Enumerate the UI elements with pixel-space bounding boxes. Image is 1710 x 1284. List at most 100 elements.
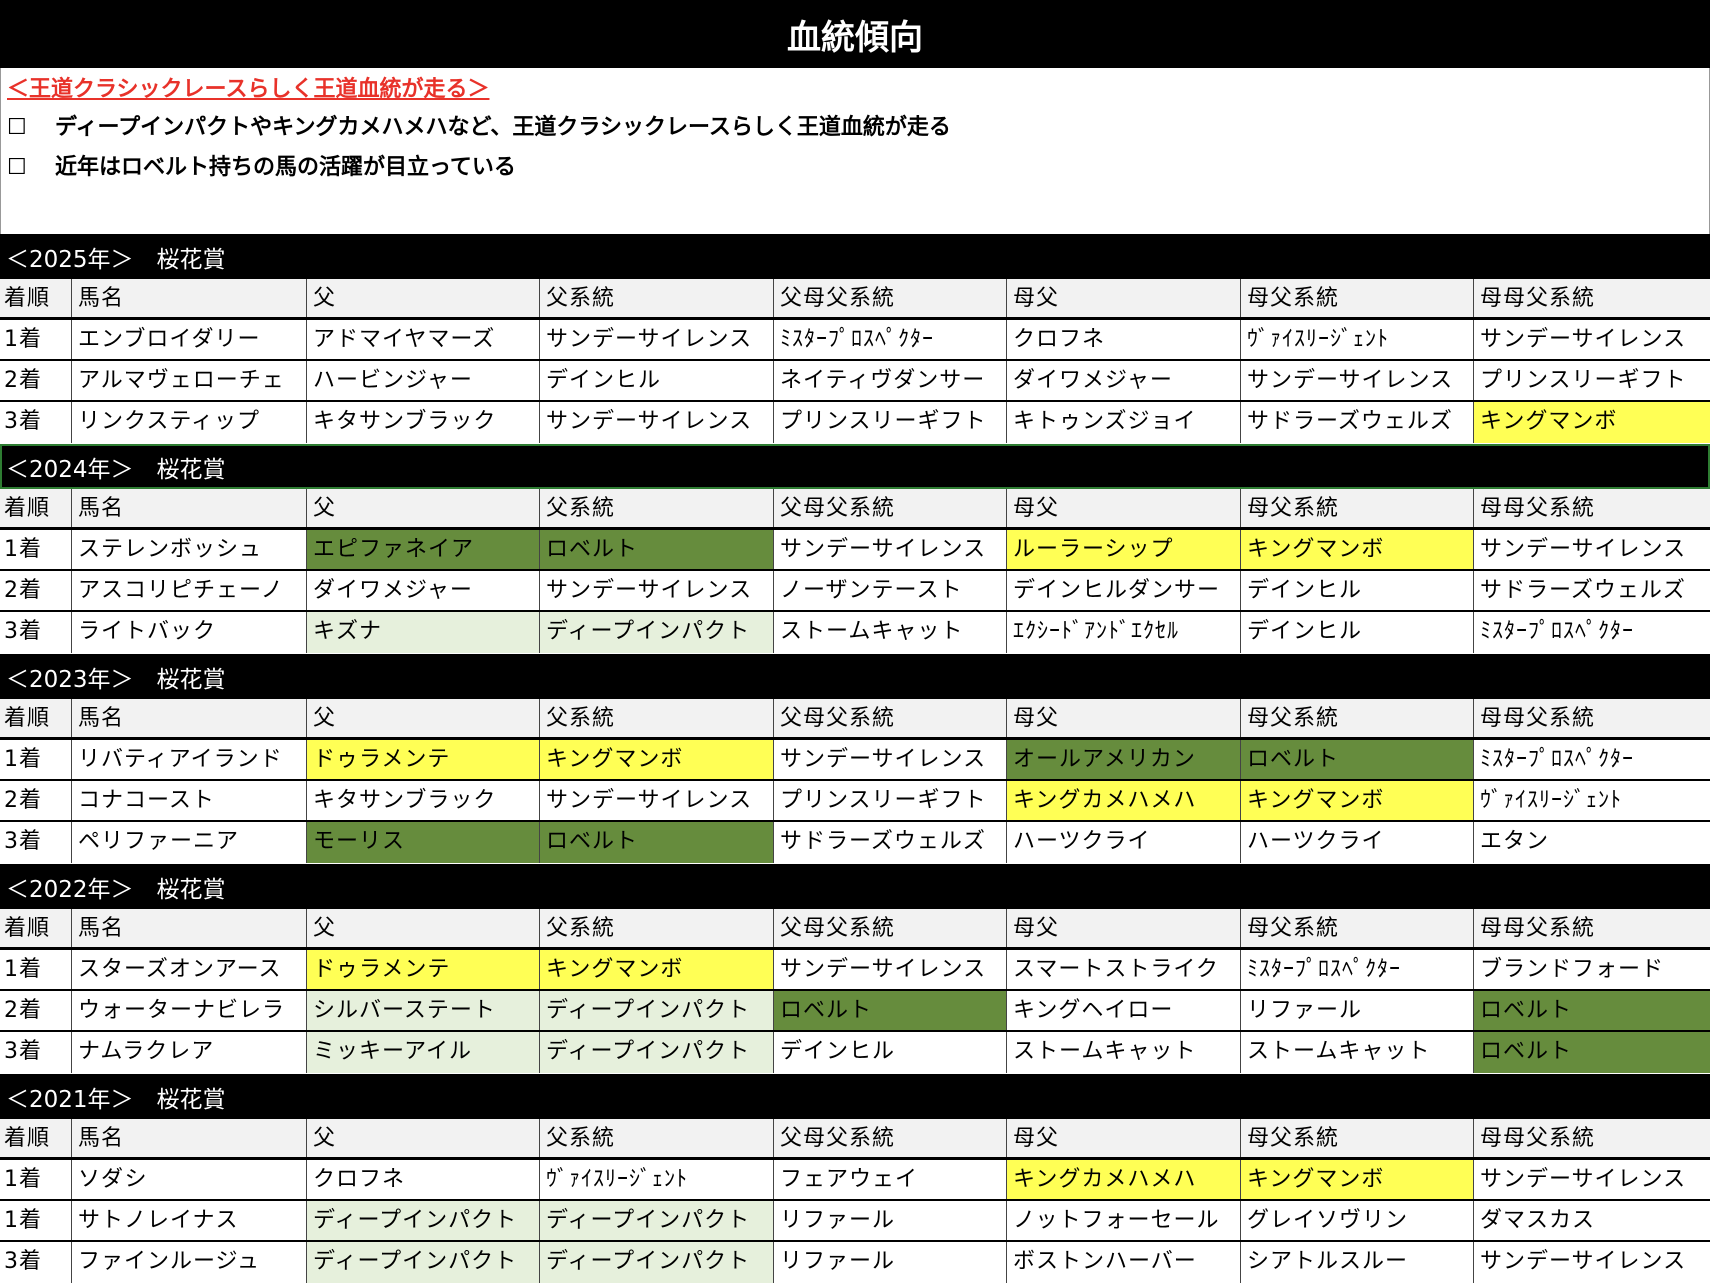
table-cell[interactable]: シルバーステート xyxy=(307,991,540,1030)
table-cell[interactable]: キングカメハメハ xyxy=(1007,1160,1241,1199)
column-header[interactable]: 母父 xyxy=(1007,909,1241,947)
table-cell[interactable]: ダマスカス xyxy=(1480,1208,1596,1233)
table-cell[interactable]: ストームキャット xyxy=(1007,1032,1241,1073)
table-cell[interactable]: ロベルト xyxy=(1241,740,1474,779)
table-cell[interactable]: サンデーサイレンス xyxy=(1241,361,1474,400)
table-cell[interactable]: デインヒル xyxy=(1241,571,1474,610)
table-cell[interactable]: ディープインパクト xyxy=(540,1032,774,1073)
column-header[interactable]: 父母父系統 xyxy=(774,279,1007,317)
table-cell[interactable]: ダイワメジャー xyxy=(307,571,540,610)
table-cell[interactable]: ハービンジャー xyxy=(307,361,540,400)
table-cell[interactable]: ダイワメジャー xyxy=(1007,361,1241,400)
table-cell[interactable]: エンブロイダリー xyxy=(72,320,307,359)
table-cell[interactable]: 2着 xyxy=(0,991,72,1030)
year-header[interactable]: ＜2023年＞ 桜花賞 xyxy=(0,654,1710,699)
table-cell[interactable]: フェアウェイ xyxy=(774,1160,1007,1199)
table-cell[interactable]: エタン xyxy=(1480,829,1550,854)
table-cell[interactable]: デインヒル xyxy=(540,361,774,400)
column-header[interactable]: 母父系統 xyxy=(1241,489,1474,527)
table-cell[interactable]: キングマンボ xyxy=(1241,781,1474,820)
column-header[interactable]: 母父 xyxy=(1007,489,1241,527)
table-cell[interactable]: キズナ xyxy=(307,612,540,653)
table-cell[interactable]: キトゥンズジョイ xyxy=(1007,402,1241,443)
table-cell[interactable]: 1着 xyxy=(0,320,72,359)
column-header[interactable]: 父 xyxy=(307,699,540,737)
table-cell[interactable]: ステレンボッシュ xyxy=(72,530,307,569)
column-header[interactable]: 馬名 xyxy=(72,489,307,527)
table-cell[interactable]: 1着 xyxy=(0,1201,72,1240)
table-cell[interactable]: 1着 xyxy=(0,530,72,569)
table-cell[interactable]: デインヒル xyxy=(1241,612,1474,653)
table-cell[interactable]: ディープインパクト xyxy=(540,612,774,653)
table-cell[interactable]: プリンスリーギフト xyxy=(774,781,1007,820)
table-cell[interactable]: ウォーターナビレラ xyxy=(72,991,307,1030)
column-header[interactable]: 馬名 xyxy=(72,909,307,947)
table-cell[interactable]: ブランドフォード xyxy=(1480,957,1665,982)
table-cell[interactable]: 2着 xyxy=(0,571,72,610)
table-cell[interactable]: 2着 xyxy=(0,781,72,820)
table-cell[interactable]: オールアメリカン xyxy=(1007,740,1241,779)
table-cell[interactable]: サドラーズウェルズ xyxy=(1480,578,1686,603)
table-cell[interactable]: ロベルト xyxy=(540,530,774,569)
column-header[interactable]: 母母父系統 xyxy=(1480,286,1596,311)
checkbox-icon[interactable]: ☐ xyxy=(7,155,27,180)
table-cell[interactable]: ﾐｽﾀｰﾌﾟﾛｽﾍﾟｸﾀｰ xyxy=(774,320,1007,359)
table-cell[interactable]: シアトルスルー xyxy=(1241,1242,1474,1283)
table-cell[interactable]: デインヒルダンサー xyxy=(1007,571,1241,610)
table-cell[interactable]: ディープインパクト xyxy=(540,1242,774,1283)
table-cell[interactable]: 1着 xyxy=(0,1160,72,1199)
table-cell[interactable]: ディープインパクト xyxy=(540,1201,774,1240)
table-cell[interactable]: サドラーズウェルズ xyxy=(1241,402,1474,443)
table-cell[interactable]: ファインルージュ xyxy=(72,1242,307,1283)
table-cell[interactable]: ロベルト xyxy=(1474,991,1710,1030)
column-header[interactable]: 父系統 xyxy=(540,1119,774,1157)
table-cell[interactable]: ディープインパクト xyxy=(307,1201,540,1240)
column-header[interactable]: 着順 xyxy=(0,1119,72,1157)
column-header[interactable]: 父系統 xyxy=(540,699,774,737)
table-cell[interactable]: サンデーサイレンス xyxy=(1480,537,1687,562)
table-cell[interactable]: アスコリピチェーノ xyxy=(72,571,307,610)
table-cell[interactable]: 3着 xyxy=(0,1032,72,1073)
column-header[interactable]: 着順 xyxy=(0,699,72,737)
table-cell[interactable]: キタサンブラック xyxy=(307,781,540,820)
table-cell[interactable]: サンデーサイレンス xyxy=(774,950,1007,989)
column-header[interactable]: 母父系統 xyxy=(1241,909,1474,947)
column-header[interactable]: 父 xyxy=(307,909,540,947)
table-cell[interactable]: 2着 xyxy=(0,361,72,400)
column-header[interactable]: 父母父系統 xyxy=(774,699,1007,737)
table-cell[interactable]: 3着 xyxy=(0,612,72,653)
table-cell[interactable]: スマートストライク xyxy=(1007,950,1241,989)
table-cell[interactable]: ネイティヴダンサー xyxy=(774,361,1007,400)
table-cell[interactable]: アルマヴェローチェ xyxy=(72,361,307,400)
table-cell[interactable]: ノットフォーセール xyxy=(1007,1201,1241,1240)
table-cell[interactable]: ミッキーアイル xyxy=(307,1032,540,1073)
table-cell[interactable]: リバティアイランド xyxy=(72,740,307,779)
column-header[interactable]: 馬名 xyxy=(72,279,307,317)
table-cell[interactable]: ドゥラメンテ xyxy=(307,950,540,989)
table-cell[interactable]: プリンスリーギフト xyxy=(1480,368,1687,393)
table-cell[interactable]: プリンスリーギフト xyxy=(774,402,1007,443)
column-header[interactable]: 父系統 xyxy=(540,279,774,317)
table-cell[interactable]: ストームキャット xyxy=(1241,1032,1474,1073)
table-cell[interactable]: サンデーサイレンス xyxy=(774,530,1007,569)
table-cell[interactable]: アドマイヤマーズ xyxy=(307,320,540,359)
table-cell[interactable]: ｳﾞｧｲｽﾘｰｼﾞｪﾝﾄ xyxy=(1480,788,1623,813)
column-header[interactable]: 父系統 xyxy=(540,909,774,947)
table-cell[interactable]: ﾐｽﾀｰﾌﾟﾛｽﾍﾟｸﾀｰ xyxy=(1480,619,1635,644)
table-cell[interactable]: サンデーサイレンス xyxy=(540,781,774,820)
table-cell[interactable]: 3着 xyxy=(0,402,72,443)
table-cell[interactable]: エピファネイア xyxy=(307,530,540,569)
table-cell[interactable]: サンデーサイレンス xyxy=(540,402,774,443)
column-header[interactable]: 母母父系統 xyxy=(1480,916,1596,941)
table-cell[interactable]: ナムラクレア xyxy=(72,1032,307,1073)
column-header[interactable]: 父母父系統 xyxy=(774,489,1007,527)
table-cell[interactable]: ハーツクライ xyxy=(1007,822,1241,863)
table-cell[interactable]: リファール xyxy=(1241,991,1474,1030)
table-cell[interactable]: ボストンハーバー xyxy=(1007,1242,1241,1283)
table-cell[interactable]: ソダシ xyxy=(72,1160,307,1199)
table-cell[interactable]: グレイソヴリン xyxy=(1241,1201,1474,1240)
table-cell[interactable]: キングカメハメハ xyxy=(1007,781,1241,820)
table-cell[interactable]: ﾐｽﾀｰﾌﾟﾛｽﾍﾟｸﾀｰ xyxy=(1480,747,1635,772)
year-header[interactable]: ＜2025年＞ 桜花賞 xyxy=(0,234,1710,279)
table-cell[interactable]: サンデーサイレンス xyxy=(540,571,774,610)
